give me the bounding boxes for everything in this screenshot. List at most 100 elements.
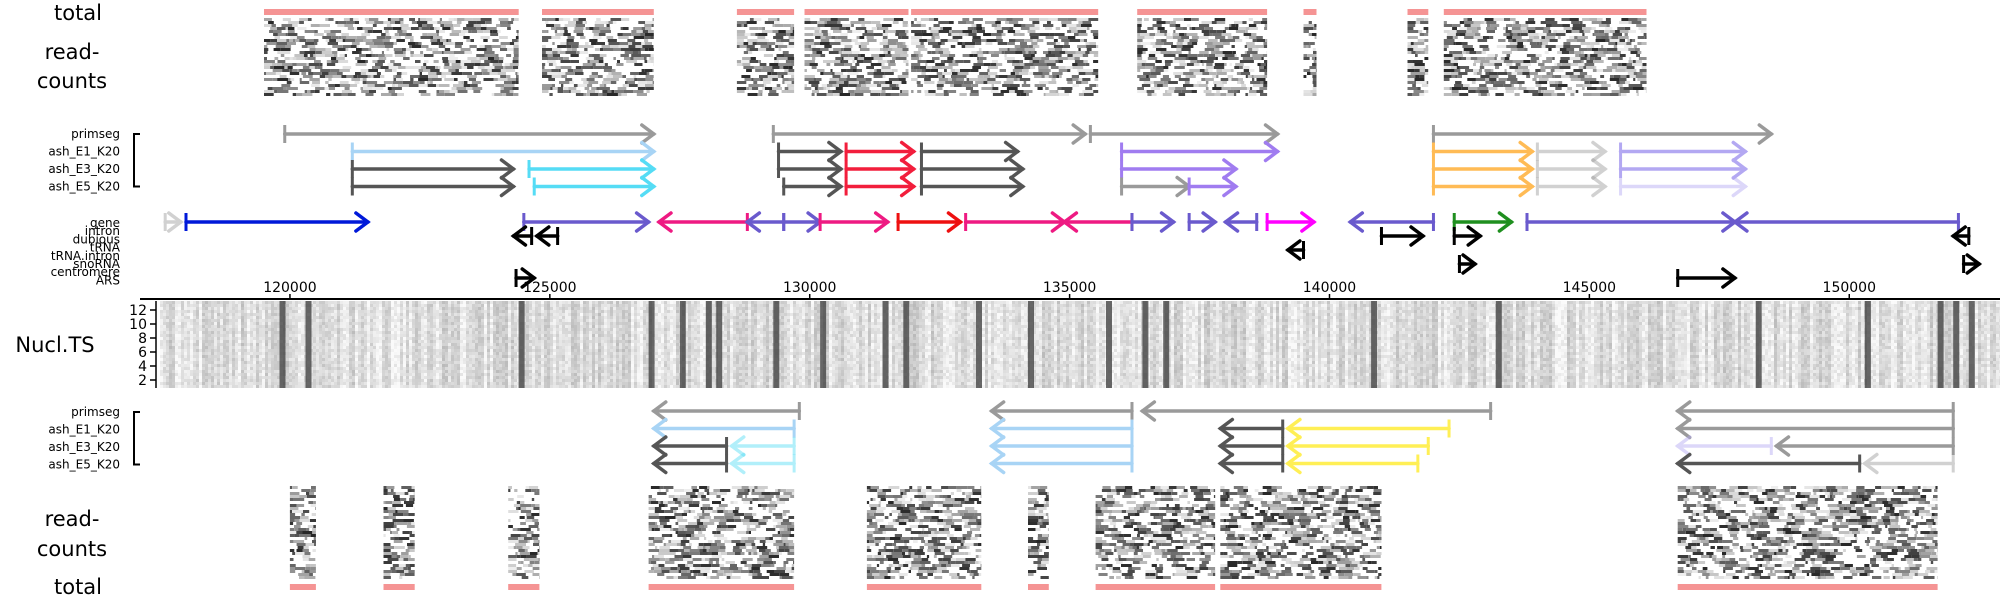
bottom-coverage-cell [1271,522,1278,525]
top-coverage-cell [1451,60,1458,63]
bottom-coverage-cell [976,519,981,522]
bottom-coverage-cell [930,546,938,549]
bottom-coverage-cell [1360,486,1367,489]
bottom-coverage-cell [793,561,794,564]
top-coverage-cell [286,39,289,42]
top-coverage-cell [1207,57,1215,60]
top-coverage-cell [1566,30,1572,33]
top-coverage-cell [1190,27,1192,30]
top-coverage-cell [987,69,989,72]
top-coverage-cell [831,72,834,75]
top-coverage-cell [918,60,927,63]
bottom-coverage-cell [1134,552,1138,555]
bottom-coverage-cell [933,543,937,546]
top-coverage-cell [1154,84,1157,87]
top-coverage-cell [1510,33,1513,36]
bottom-coverage-cell [775,504,777,507]
bottom-coverage-cell [1708,495,1712,498]
bottom-coverage-cell [1161,486,1169,489]
top-coverage-cell [385,45,393,48]
bottom-coverage-cell [782,576,793,579]
top-coverage-cell [874,75,883,78]
top-coverage-cell [1604,30,1610,33]
bottom-coverage-cell [298,546,304,549]
top-coverage-cell [1250,54,1252,57]
bottom-coverage-cell [517,555,521,558]
top-coverage-cell [1523,60,1530,63]
bottom-coverage-cell [1194,567,1200,570]
top-coverage-cell [264,90,274,93]
bottom-coverage-cell [1823,489,1828,492]
top-coverage-cell [624,57,630,60]
top-coverage-cell [1002,27,1009,30]
bottom-coverage-cell [870,570,879,573]
bottom-coverage-cell [394,546,405,549]
top-coverage-cell [315,51,322,54]
top-coverage-cell [817,93,827,96]
bottom-coverage-cell [788,528,790,531]
bottom-coverage-cell [888,558,898,561]
bottom-coverage-cell [1922,489,1931,492]
top-coverage-cell [906,33,908,36]
bottom-coverage-cell [1324,537,1331,540]
top-coverage-cell [296,57,305,60]
top-coverage-cell [516,75,519,78]
top-coverage-cell [602,45,611,48]
top-coverage-cell [1617,48,1628,51]
top-coverage-cell [1215,57,1218,60]
bottom-coverage-cell [963,546,967,549]
top-coverage-cell [916,54,919,57]
bottom-coverage-cell [1369,510,1380,513]
top-coverage-cell [542,48,552,51]
top-coverage-cell [1474,21,1481,24]
bottom-coverage-cell [393,513,403,516]
bottom-coverage-cell [733,549,742,552]
top-coverage-cell [1631,51,1638,54]
bottom-coverage-cell [1311,558,1317,561]
top-coverage-cell [1524,45,1527,48]
bottom-coverage-cell [1206,534,1215,537]
bottom-coverage-cell [392,501,401,504]
top-coverage-cell [297,36,305,39]
bottom-coverage-cell [1220,519,1223,522]
bottom-coverage-cell [1231,576,1238,579]
top-coverage-cell [264,66,270,69]
top-coverage-cell [1559,81,1563,84]
bottom-coverage-cell [942,570,949,573]
bottom-coverage-cell [1913,495,1921,498]
top-coverage-cell [1592,27,1596,30]
bottom-coverage-cell [660,558,666,561]
bottom-coverage-cell [1256,531,1258,534]
bottom-coverage-cell [410,540,415,543]
bottom-coverage-cell [1162,507,1173,510]
bottom-coverage-cell [693,564,701,567]
top-coverage-cell [398,66,406,69]
top-coverage-cell [353,18,358,21]
bottom-coverage-cell [1275,498,1282,501]
bottom-coverage-cell [787,525,795,528]
top-coverage-cell [419,42,422,45]
top-coverage-cell [389,90,395,93]
bottom-coverage-cell [687,507,690,510]
top-coverage-cell [1048,48,1055,51]
bottom-coverage-cell [314,537,316,540]
top-coverage-cell [754,18,762,21]
top-coverage-cell [840,60,842,63]
top-coverage-cell [737,36,748,39]
top-coverage-cell [1459,93,1468,96]
top-coverage-cell [1192,36,1199,39]
bottom-coverage-cell [697,519,701,522]
top-coverage-cell [363,87,372,90]
bottom-coverage-cell [690,495,697,498]
top-coverage-cell [1615,69,1625,72]
bottom-coverage-cell [297,549,303,552]
top-coverage-cell [340,84,350,87]
top-coverage-cell [1137,48,1147,51]
top-coverage-cell [1217,72,1227,75]
bottom-coverage-cell [875,558,884,561]
bottom-coverage-cell [867,531,873,534]
bottom-coverage-cell [1106,498,1115,501]
top-coverage-cell [652,24,654,27]
top-coverage-cell [767,42,775,45]
top-coverage-cell [898,75,901,78]
